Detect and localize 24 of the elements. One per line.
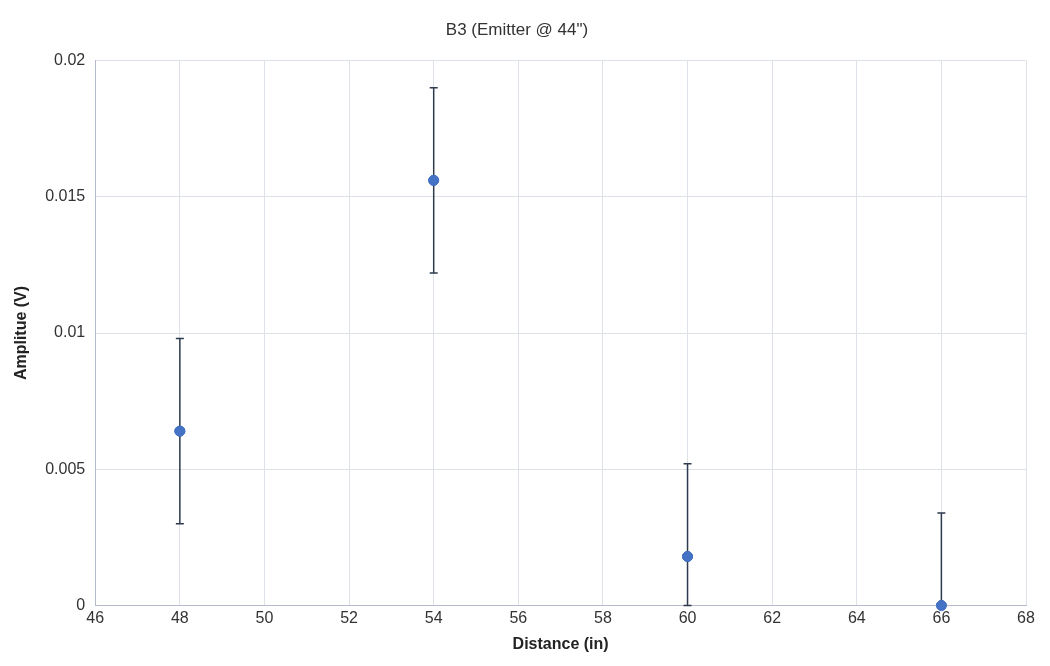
- y-tick-label: 0: [76, 596, 86, 614]
- y-tick-label: 0.005: [45, 459, 86, 477]
- x-tick-label: 62: [763, 608, 782, 626]
- point: [428, 174, 440, 186]
- y-axis-title: Amplitue (V): [12, 285, 30, 381]
- x-tick-label: 54: [424, 608, 443, 626]
- x-tick-label: 50: [255, 608, 274, 626]
- x-tick-label: 52: [340, 608, 359, 626]
- point: [682, 551, 694, 563]
- point: [174, 425, 186, 437]
- y-tick-label: 0.01: [54, 323, 86, 341]
- x-tick-label: 60: [678, 608, 697, 626]
- x-axis-title: Distance (in): [512, 634, 609, 652]
- x-tick-label: 66: [932, 608, 951, 626]
- x-tick-label: 46: [86, 608, 105, 626]
- x-tick-label: 64: [847, 608, 866, 626]
- chart-title: B3 (Emitter @ 44"): [445, 19, 589, 39]
- point: [935, 600, 947, 612]
- x-tick-label: 58: [594, 608, 612, 626]
- y-tick-label: 0.02: [54, 50, 86, 68]
- y-tick-label: 0.015: [45, 187, 86, 205]
- x-tick-label: 48: [170, 608, 189, 626]
- x-tick-label: 56: [509, 608, 528, 626]
- x-tick-label: 68: [1017, 608, 1035, 626]
